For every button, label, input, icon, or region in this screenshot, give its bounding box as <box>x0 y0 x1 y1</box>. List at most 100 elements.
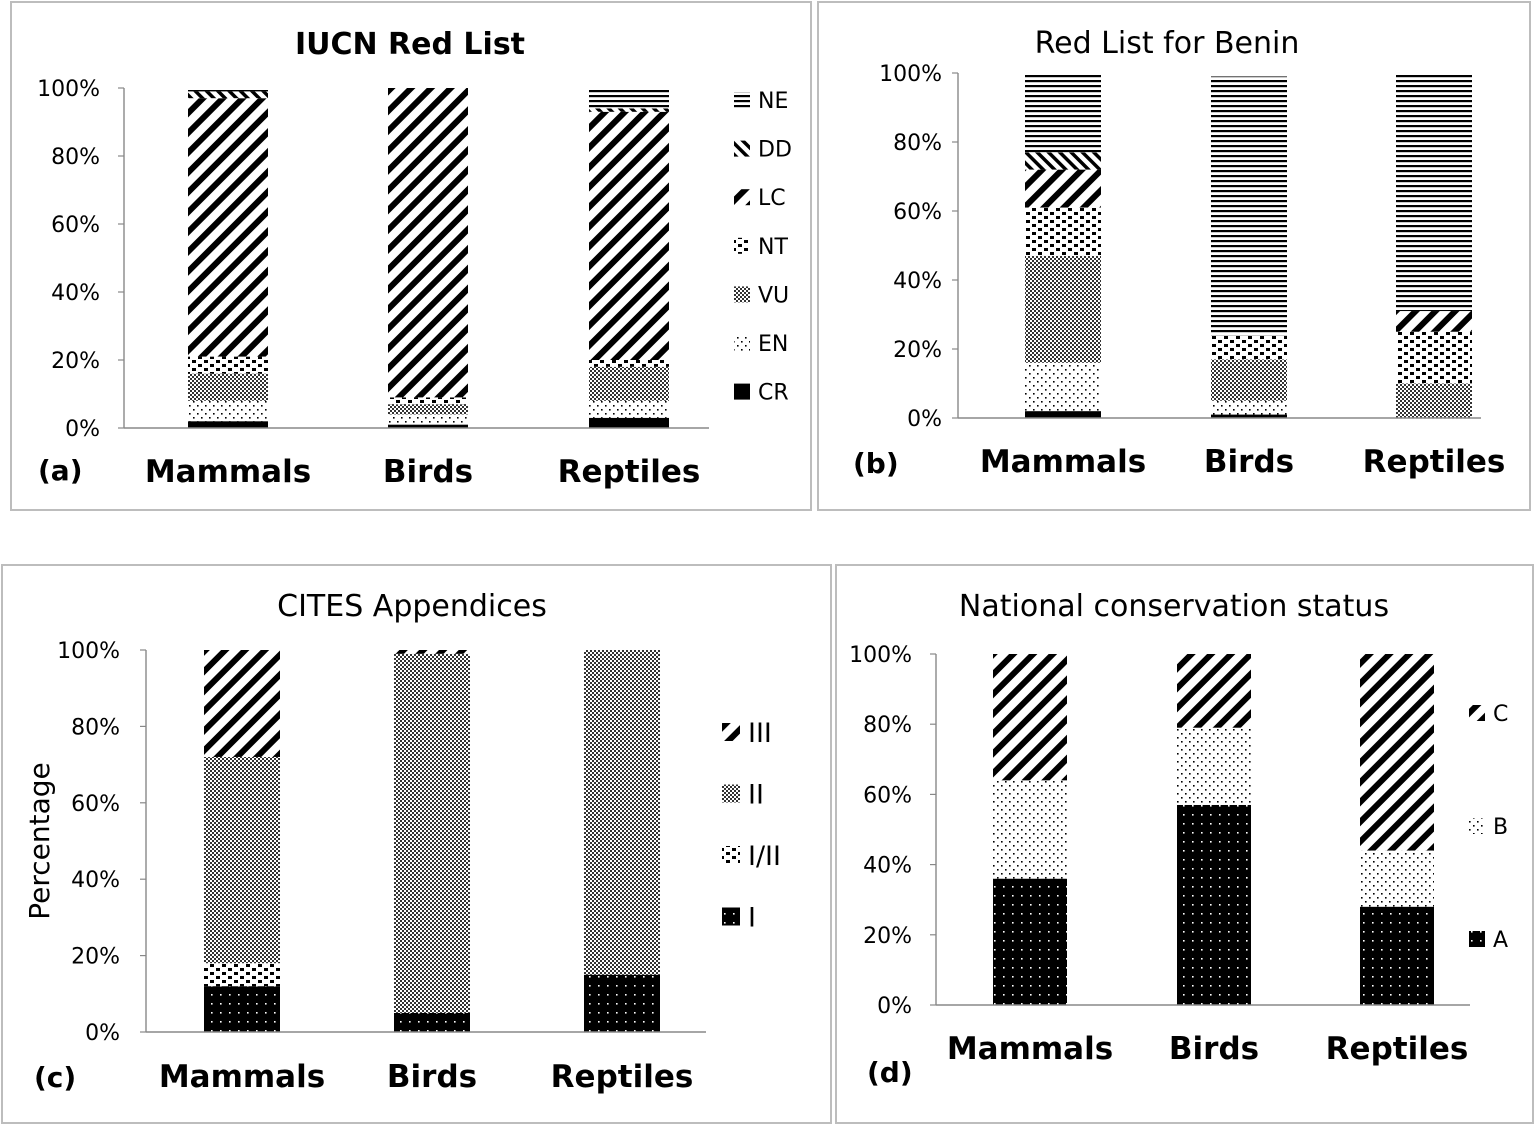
legend-swatch-vu <box>734 286 750 303</box>
bar-segment-reptiles-en <box>589 400 669 418</box>
bar-segment-reptiles-c <box>1360 654 1434 851</box>
legend-swatch-en <box>734 335 750 351</box>
bar-segment-mammals-dd <box>188 91 268 99</box>
y-tick-label: 60% <box>863 783 912 808</box>
legend-label-cr: CR <box>758 381 789 406</box>
legend-swatch-i-ii <box>722 846 740 864</box>
bar-segment-birds-b <box>1177 727 1251 805</box>
x-category-label: Birds <box>1169 1031 1259 1067</box>
y-tick-label: 80% <box>51 145 100 170</box>
bar-segment-birds-nt <box>388 397 468 405</box>
legend-swatch-ii <box>722 784 740 803</box>
bar-segment-mammals-vu <box>1025 255 1101 363</box>
bar-segment-reptiles-ii <box>584 650 660 975</box>
bar-segment-mammals-lc <box>188 98 268 357</box>
bar-segment-mammals-b <box>993 780 1067 879</box>
bar-segment-birds-nt <box>1211 335 1287 360</box>
y-tick-label: 40% <box>71 868 120 893</box>
y-tick-label: 0% <box>65 417 100 442</box>
bar-segment-reptiles-dd <box>589 108 669 112</box>
legend-label-en: EN <box>758 332 788 357</box>
legend-label-b: B <box>1493 815 1508 840</box>
panel-letter: (b) <box>853 447 899 480</box>
chart-cites-appendices: CITES Appendices 0% 20% 40% 60% 80% 100% Mammal… <box>23 589 781 1095</box>
legend-swatch-nt <box>734 237 750 254</box>
y-tick-label: 20% <box>893 338 942 363</box>
panel-letter: (a) <box>38 454 83 487</box>
bar-segment-reptiles-a <box>1360 906 1434 1005</box>
bar-segment-mammals-en <box>1025 362 1101 412</box>
bar-segment-mammals-cr <box>188 421 268 428</box>
legend-swatch-ne <box>734 92 750 108</box>
chart-iucn-red-list: IUCN Red List 0% 20% 40% 60% 80% 100% Mammals Bi… <box>37 27 792 490</box>
chart-title: Red List for Benin <box>1035 26 1300 61</box>
legend-swatch-a <box>1469 931 1485 947</box>
bar-segment-mammals-vu <box>188 373 268 401</box>
legend-swatch-b <box>1469 818 1485 834</box>
panel-c-frame <box>1 564 832 1124</box>
x-category-label: Reptiles <box>1363 444 1506 480</box>
x-category-label: Mammals <box>145 454 311 490</box>
bar-segment-reptiles-ne <box>1396 73 1472 312</box>
x-category-label: Birds <box>383 454 473 490</box>
legend-swatch-cr <box>734 383 750 400</box>
bar-segment-birds-iii <box>394 650 470 654</box>
bar-segment-reptiles-lc <box>1396 311 1472 332</box>
bar-segment-mammals-nt <box>188 356 268 374</box>
chart-red-list-benin: Red List for Benin 0% 20% 40% 60% 80% 100% Mamm… <box>853 26 1505 480</box>
y-tick-label: 0% <box>877 994 912 1019</box>
legend-label-i-ii: I/II <box>748 841 781 872</box>
bar-segment-reptiles-nt <box>1396 331 1472 384</box>
y-tick-label: 0% <box>85 1021 120 1046</box>
chart-title: National conservation status <box>959 589 1389 624</box>
y-tick-label: 80% <box>893 131 942 156</box>
bar-segment-reptiles-ne <box>589 88 669 109</box>
x-category-label: Reptiles <box>558 454 701 490</box>
y-tick-label: 20% <box>863 924 912 949</box>
bar-segment-birds-c <box>1177 654 1251 728</box>
panel-letter: (c) <box>34 1061 76 1094</box>
bar-segment-birds-cr <box>388 424 468 428</box>
legend-label-c: C <box>1493 702 1508 727</box>
bar-segment-reptiles-i <box>584 974 660 1032</box>
bar-segment-birds-lc <box>388 88 468 398</box>
panel-d-frame <box>835 564 1534 1124</box>
legend-swatch-c <box>1469 705 1485 721</box>
x-category-label: Birds <box>1204 444 1294 480</box>
bar-segment-mammals-dd <box>1025 152 1101 170</box>
bar-segment-mammals-ne <box>188 88 268 92</box>
y-tick-label: 40% <box>51 281 100 306</box>
bar-segment-birds-vu <box>1211 359 1287 401</box>
bar-segment-birds-cr <box>1211 414 1287 418</box>
legend-label-i: I <box>748 903 756 934</box>
bar-segment-mammals-nt <box>1025 207 1101 256</box>
y-tick-label: 80% <box>863 713 912 738</box>
x-category-label: Mammals <box>159 1059 325 1095</box>
panel-b-frame <box>817 1 1531 511</box>
legend-label-lc: LC <box>758 186 786 211</box>
bar-segment-reptiles-lc <box>589 111 669 360</box>
y-tick-label: 0% <box>907 407 942 432</box>
y-tick-label: 60% <box>893 200 942 225</box>
bar-segment-birds-en <box>1211 400 1287 415</box>
bar-segment-reptiles-vu <box>1396 383 1472 418</box>
y-tick-label: 20% <box>71 945 120 970</box>
bar-segment-mammals-ii <box>204 756 280 964</box>
bar-segment-birds-ne <box>1211 76 1287 336</box>
legend-label-iii: III <box>748 718 772 749</box>
chart-title: CITES Appendices <box>277 589 547 624</box>
bar-segment-reptiles-b <box>1360 850 1434 907</box>
bar-segment-birds-vu <box>388 404 468 415</box>
bar-segment-mammals-iii <box>204 650 280 757</box>
bar-segment-mammals-a <box>993 878 1067 1005</box>
y-tick-label: 20% <box>51 349 100 374</box>
x-category-label: Reptiles <box>551 1059 694 1095</box>
bar-segment-birds-i <box>394 1012 470 1032</box>
y-tick-label: 60% <box>71 792 120 817</box>
bar-segment-mammals-i <box>204 986 280 1032</box>
bar-segment-mammals-cr <box>1025 411 1101 418</box>
y-axis-label: Percentage <box>23 762 56 920</box>
bar-segment-reptiles-vu <box>589 366 669 401</box>
y-tick-label: 40% <box>893 269 942 294</box>
